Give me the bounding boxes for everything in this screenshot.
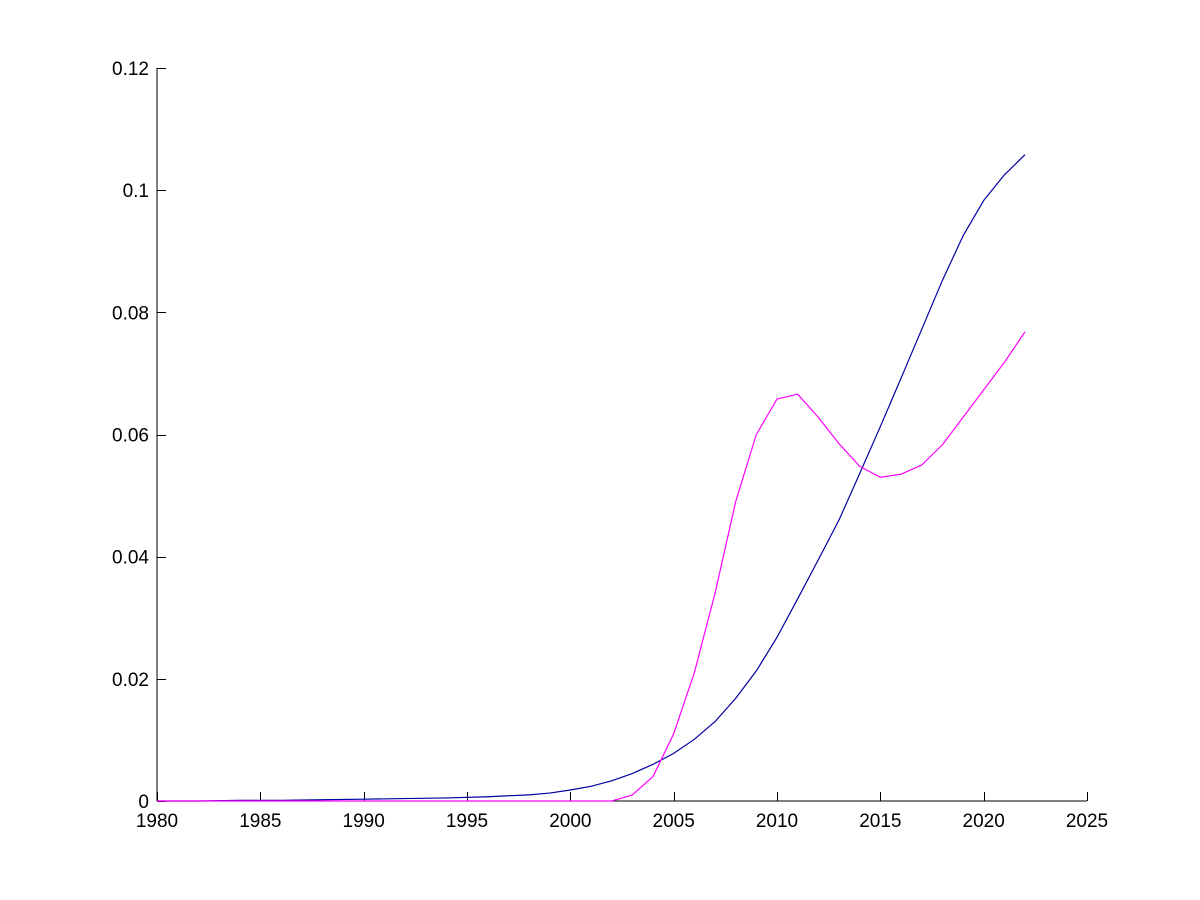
y-tick-label: 0.12	[112, 59, 149, 80]
series-group	[157, 154, 1026, 802]
x-tick-label: 2025	[1066, 811, 1108, 832]
axes: 1980 1985 1990 1995 2000 2005 2010 2015 2020 2025…	[112, 59, 1108, 832]
series-line-1	[157, 154, 1026, 802]
x-tick-label: 1985	[239, 811, 281, 832]
x-tick-label: 1980	[136, 811, 178, 832]
x-tick-label: 2020	[963, 811, 1005, 832]
x-tick-label: 2000	[549, 811, 591, 832]
y-tick-label: 0.08	[112, 303, 149, 324]
y-tick-label: 0.02	[112, 670, 149, 691]
x-tick-label: 2010	[756, 811, 798, 832]
x-tick-label: 2015	[859, 811, 901, 832]
y-tick-label: 0.06	[112, 426, 149, 447]
y-tick-label: 0.1	[123, 181, 149, 202]
x-tick-label: 2005	[653, 811, 695, 832]
x-tick-label: 1995	[446, 811, 488, 832]
y-tick-label: 0.04	[112, 548, 149, 569]
y-tick-label: 0	[138, 792, 149, 813]
x-tick-label: 1990	[343, 811, 385, 832]
series-line-2	[157, 331, 1026, 802]
